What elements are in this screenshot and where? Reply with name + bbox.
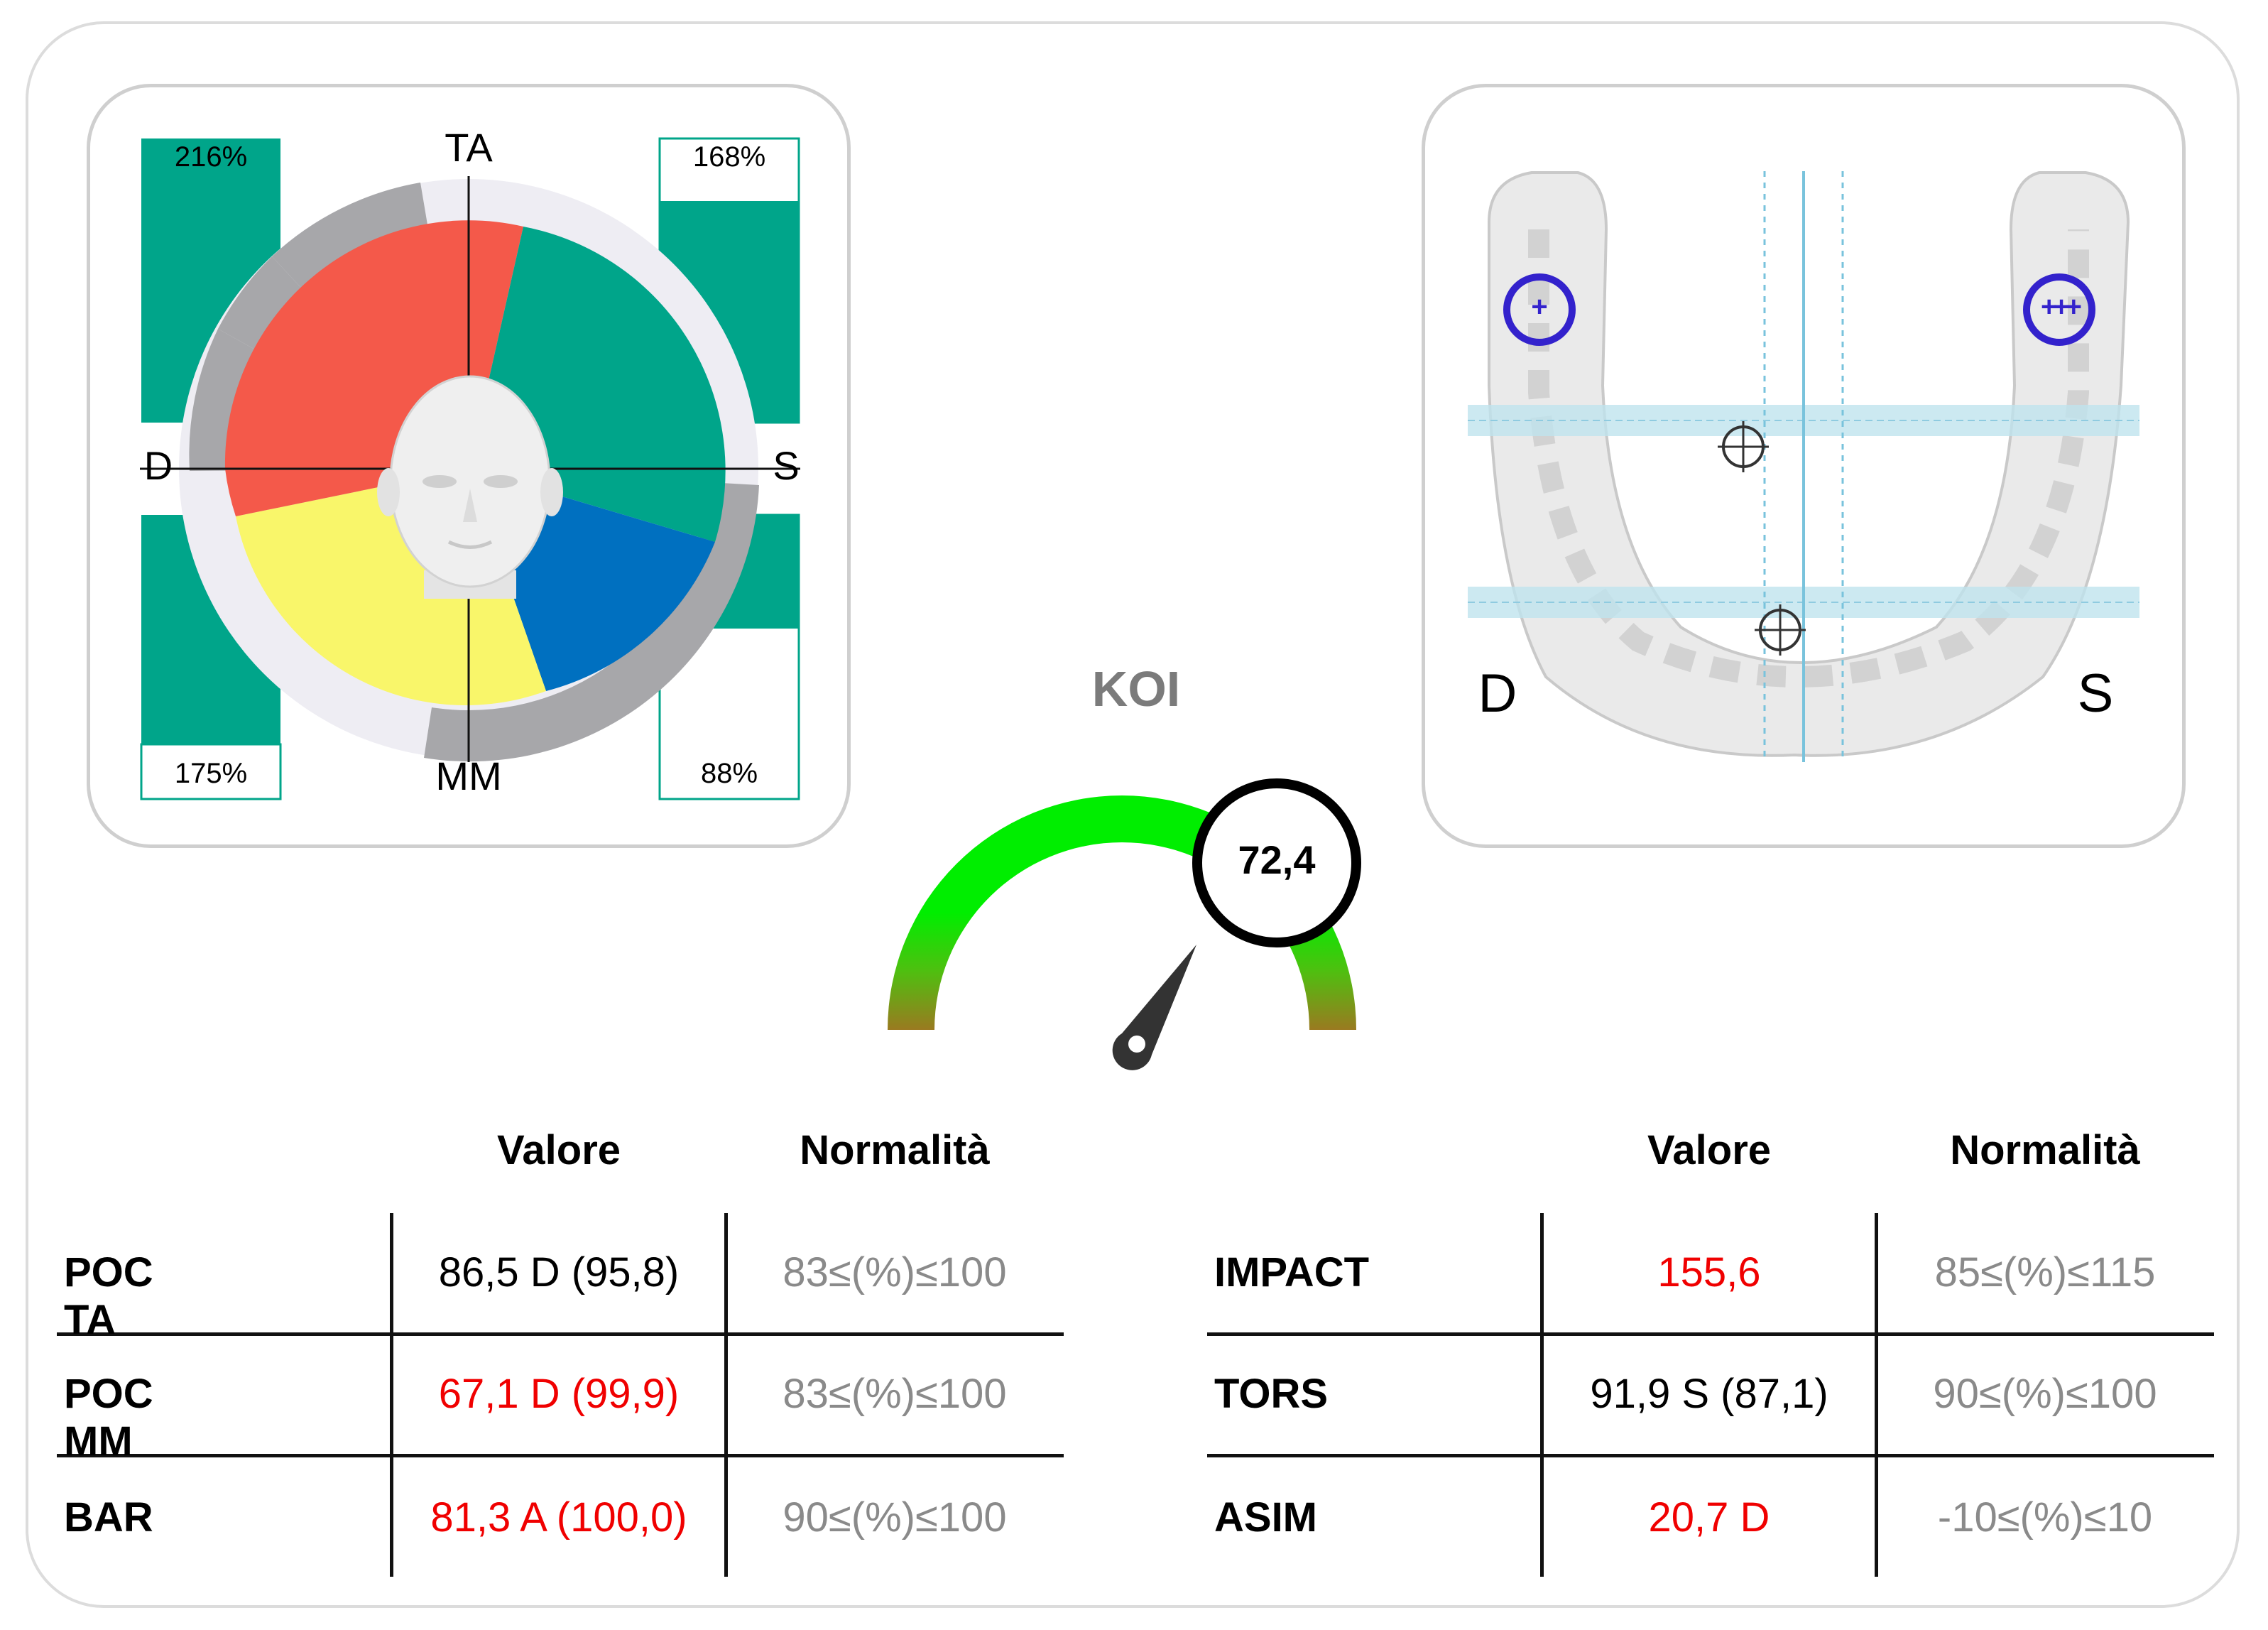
koi-gauge: 72,4 (881, 767, 1392, 1080)
pct-top-right: 168% (692, 141, 766, 173)
koi-needle (1112, 945, 1196, 1070)
koi-value-bubble (1192, 778, 1361, 947)
axis-label-right: S (773, 443, 800, 488)
marker-circle-right (2023, 273, 2095, 346)
table-right-row-label: IMPACT (1214, 1249, 1370, 1295)
symmetry-wheel-panel: 216% 168% 175% 88% TA MM D S (87, 84, 851, 848)
pct-bottom-right: 88% (700, 758, 758, 789)
reticle-upper (1718, 421, 1769, 472)
table-left-row-normal: 83≤(%)≤100 (783, 1249, 1007, 1295)
table-right-row-label: TORS (1214, 1371, 1329, 1417)
side-label-left: D (1478, 663, 1517, 724)
table-left-row-value: 86,5 D (95,8) (438, 1249, 680, 1295)
axis-label-left: D (143, 443, 173, 488)
table-left-row-label: POC MM (64, 1371, 153, 1465)
axis-label-top: TA (445, 125, 493, 170)
table-right-row-value: 155,6 (1657, 1249, 1761, 1295)
table-left-header-normalita: Normalità (800, 1127, 990, 1173)
dental-arch-panel: + +++ D S (1422, 84, 2186, 848)
table-left-row-value: 67,1 D (99,9) (438, 1371, 680, 1417)
table-left-row-normal: 90≤(%)≤100 (783, 1494, 1007, 1541)
table-right-row-value: 91,9 S (87,1) (1590, 1371, 1828, 1417)
axis-label-bottom: MM (435, 754, 502, 798)
marker-right-sign: +++ (2040, 291, 2082, 322)
table-left-row-normal: 83≤(%)≤100 (783, 1371, 1007, 1417)
table-left-row-label: BAR (64, 1494, 153, 1541)
reticle-lower (1755, 604, 1806, 656)
pct-bottom-left: 175% (174, 758, 248, 789)
table-right-row-normal: 90≤(%)≤100 (1933, 1371, 2157, 1417)
tooth-crowns (1528, 229, 2089, 688)
pct-top-left: 216% (174, 141, 248, 173)
table-left-row-value: 81,3 A (100,0) (430, 1494, 687, 1541)
koi-value: 72,4 (1238, 837, 1316, 882)
table-right-row-normal: 85≤(%)≤115 (1934, 1249, 2156, 1295)
koi-gauge-svg (888, 778, 1361, 1070)
head-icon (377, 375, 563, 599)
table-right-row-value: 20,7 D (1648, 1494, 1770, 1541)
table-left-header-valore: Valore (496, 1127, 621, 1173)
dental-arch-image (1468, 171, 2139, 762)
table-left-row-label: POC TA (64, 1249, 153, 1343)
marker-circle-left (1503, 273, 1576, 346)
table-right-header-valore: Valore (1647, 1127, 1772, 1173)
bar-bottom-left-label-box (140, 743, 282, 800)
marker-left-sign: + (1531, 291, 1548, 322)
table-right-header-normalita: Normalità (1950, 1127, 2140, 1173)
table-right-row-label: ASIM (1214, 1494, 1317, 1541)
table-right-row-normal: -10≤(%)≤10 (1937, 1494, 2153, 1541)
symmetry-wheel (140, 137, 800, 800)
koi-title: KOI (1091, 661, 1181, 717)
side-label-right: S (2077, 663, 2114, 724)
